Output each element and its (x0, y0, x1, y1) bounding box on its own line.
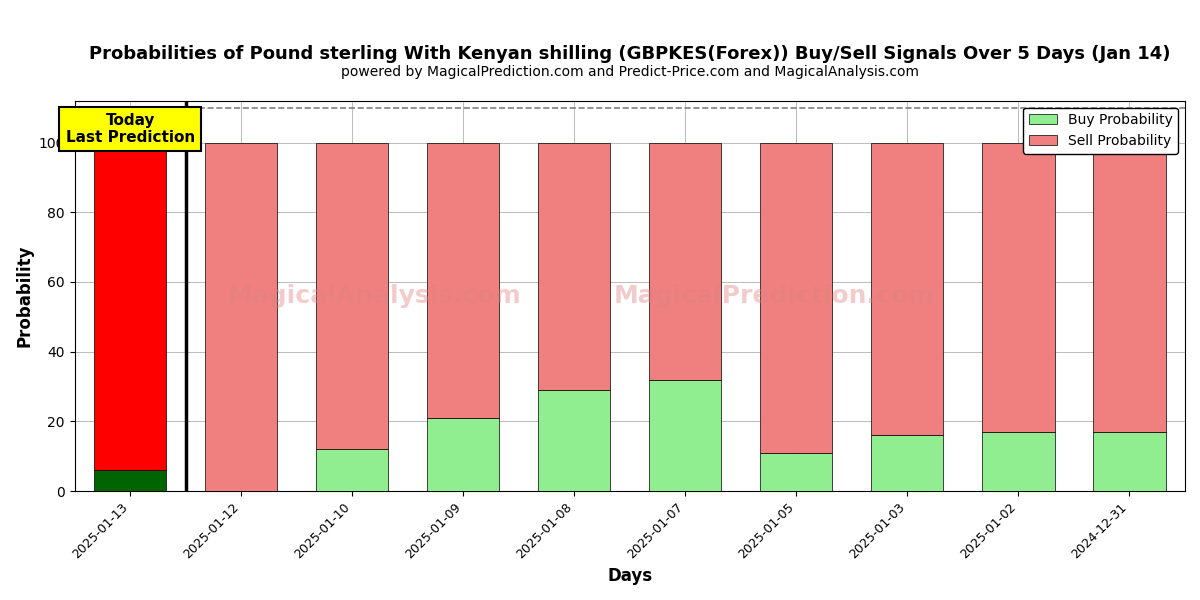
Bar (983, 432, 1055, 491)
Bar (1093, 143, 1165, 432)
X-axis label: Days: Days (607, 567, 653, 585)
Text: MagicalPrediction.com: MagicalPrediction.com (613, 284, 935, 308)
Bar (427, 418, 499, 491)
Bar (539, 390, 611, 491)
Bar (316, 143, 389, 449)
Bar (316, 449, 389, 491)
Title: Probabilities of Pound sterling With Kenyan shilling (GBPKES(Forex)) Buy/Sell Si: Probabilities of Pound sterling With Ken… (89, 45, 1170, 63)
Text: MagicalAnalysis.com: MagicalAnalysis.com (228, 284, 521, 308)
Bar (983, 143, 1055, 432)
Bar (539, 143, 611, 390)
Bar (94, 470, 167, 491)
Text: powered by MagicalPrediction.com and Predict-Price.com and MagicalAnalysis.com: powered by MagicalPrediction.com and Pre… (341, 65, 919, 79)
Y-axis label: Probability: Probability (16, 245, 34, 347)
Text: Today
Last Prediction: Today Last Prediction (66, 113, 194, 145)
Bar (205, 143, 277, 491)
Bar (871, 436, 943, 491)
Bar (649, 143, 721, 380)
Bar (871, 143, 943, 436)
Bar (761, 143, 833, 453)
Bar (427, 143, 499, 418)
Bar (649, 380, 721, 491)
Bar (94, 143, 167, 470)
Bar (1093, 432, 1165, 491)
Bar (761, 453, 833, 491)
Legend: Buy Probability, Sell Probability: Buy Probability, Sell Probability (1024, 107, 1178, 154)
